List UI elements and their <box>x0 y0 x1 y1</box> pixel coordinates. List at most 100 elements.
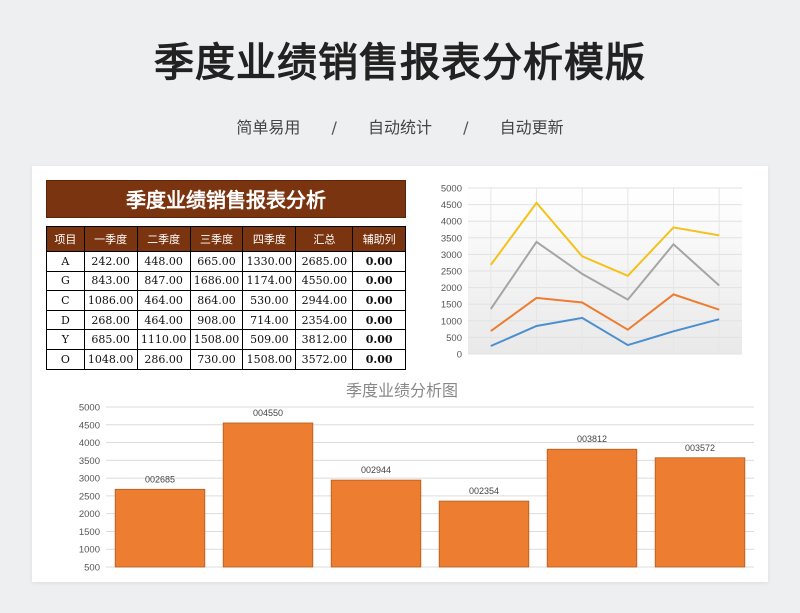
bar-data-label: 002944 <box>361 465 391 475</box>
y-tick-label: 1000 <box>441 316 462 327</box>
y-tick-label: 3000 <box>441 250 462 261</box>
table-cell: 464.00 <box>136 290 191 311</box>
page-title: 季度业绩销售报表分析模版 <box>154 40 646 86</box>
y-tick-label: 4000 <box>79 438 100 449</box>
feature-auto-stat: 自动统计 <box>367 118 432 137</box>
table-cell: 0.00 <box>352 251 406 272</box>
feature-auto-update: 自动更新 <box>499 118 564 137</box>
table-cell: 286.00 <box>136 348 191 370</box>
table-cell: 714.00 <box>242 309 297 331</box>
table-row: Y 685.00 1110.00 1508.00 509.00 3812.00 0.00 <box>46 329 406 350</box>
col-header: 二季度 <box>136 226 191 252</box>
y-tick-label: 500 <box>446 333 462 344</box>
table-cell: 665.00 <box>189 251 244 272</box>
series-line-2 <box>490 293 720 332</box>
table-cell: 4550.00 <box>295 270 354 292</box>
table-cell: 268.00 <box>83 309 138 331</box>
y-tick-label: 500 <box>84 563 100 574</box>
table-row: C 1086.00 464.00 864.00 530.00 2944.00 0.00 <box>46 290 406 311</box>
table-cell: 464.00 <box>136 309 191 331</box>
col-header: 三季度 <box>189 226 244 252</box>
separator: / <box>331 118 337 137</box>
table-cell: 2354.00 <box>295 309 354 331</box>
table-cell: 2685.00 <box>295 251 354 272</box>
col-header: 汇总 <box>295 226 354 252</box>
table-cell: 3572.00 <box>295 348 354 370</box>
y-tick-label: 4500 <box>79 420 100 431</box>
table-cell: O <box>46 348 85 370</box>
table-cell: 530.00 <box>242 290 297 311</box>
stacked-line-chart: 0 500 1000 1500 2000 2500 3000 3500 4000 4500 5000 <box>410 180 755 370</box>
bar-data-label: 003812 <box>577 434 607 444</box>
table-cell: 3812.00 <box>295 329 354 350</box>
table-cell: 908.00 <box>189 309 244 331</box>
y-tick-label: 5000 <box>441 184 462 195</box>
y-tick-label: 1000 <box>79 545 100 556</box>
table-cell: 847.00 <box>136 270 191 292</box>
table-cell: 2944.00 <box>295 290 354 311</box>
series-line-3 <box>489 240 720 310</box>
col-header: 一季度 <box>83 226 138 252</box>
table-cell: 1086.00 <box>83 290 138 311</box>
feature-easy: 简单易用 <box>236 118 301 137</box>
table-cell: 1048.00 <box>83 348 138 370</box>
bar-O <box>654 457 746 568</box>
table-cell: 0.00 <box>352 270 406 292</box>
col-header: 四季度 <box>242 226 297 252</box>
y-tick-label: 0 <box>457 350 462 361</box>
col-header: 辅助列 <box>352 226 406 252</box>
table-cell: 448.00 <box>136 251 191 272</box>
bar-data-label: 002354 <box>469 486 499 496</box>
bar-chart-title: 季度业绩分析图 <box>346 381 458 400</box>
y-tick-label: 3500 <box>79 456 100 467</box>
y-tick-label: 2500 <box>441 267 462 278</box>
table-title: 季度业绩销售报表分析 <box>46 180 406 218</box>
table-cell: C <box>46 290 85 311</box>
table-header-row: 项目 一季度 二季度 三季度 四季度 汇总 辅助列 <box>46 226 406 252</box>
table-cell: Y <box>46 329 85 350</box>
table-cell: 0.00 <box>352 309 406 331</box>
table-cell: 1174.00 <box>242 270 297 292</box>
bar-A <box>114 488 206 568</box>
y-tick-label: 2000 <box>441 283 462 294</box>
table-row: G 843.00 847.00 1686.00 1174.00 4550.00 0.00 <box>46 270 406 292</box>
line-chart-svg: 0 500 1000 1500 2000 2500 3000 3500 4000 4500 5000 <box>441 184 742 361</box>
y-tick-label: 3500 <box>441 233 462 244</box>
y-tick-label: 1500 <box>441 300 462 311</box>
table-cell: 1686.00 <box>189 270 244 292</box>
table-cell: 1330.00 <box>242 251 297 272</box>
bar-data-label: 003572 <box>685 443 715 453</box>
series-line-1 <box>490 316 720 347</box>
bar-data-label: 004550 <box>253 408 283 418</box>
y-tick-label: 4000 <box>441 217 462 228</box>
separator: / <box>463 118 469 137</box>
bar-chart: 季度业绩分析图 500 1000 1500 2000 2500 3000 3500 4000 45… <box>46 375 758 575</box>
bar-chart-svg: 季度业绩分析图 500 1000 1500 2000 2500 3000 3500 4000 45… <box>79 381 754 574</box>
bar-C <box>330 479 422 568</box>
y-tick-label: 3000 <box>79 474 100 485</box>
col-header: 项目 <box>46 226 85 252</box>
sales-table: 项目 一季度 二季度 三季度 四季度 汇总 辅助列 A 242.00 448.00 6… <box>46 226 406 370</box>
y-tick-label: 1500 <box>79 527 100 538</box>
table-cell: 685.00 <box>83 329 138 350</box>
table-cell: 1508.00 <box>189 329 244 350</box>
table-cell: 730.00 <box>189 348 244 370</box>
bar-Y <box>546 448 638 568</box>
table-cell: 0.00 <box>352 348 406 370</box>
table-cell: G <box>46 270 85 292</box>
y-tick-label: 4500 <box>441 200 462 211</box>
y-tick-label: 2500 <box>79 491 100 502</box>
series-line-4 <box>489 201 720 277</box>
y-tick-label: 5000 <box>79 403 100 414</box>
bar-G <box>222 422 314 568</box>
table-row: O 1048.00 286.00 730.00 1508.00 3572.00 0.00 <box>46 348 406 370</box>
table-cell: 843.00 <box>83 270 138 292</box>
table-cell: 509.00 <box>242 329 297 350</box>
table-row: D 268.00 464.00 908.00 714.00 2354.00 0.00 <box>46 309 406 331</box>
table-cell: 1110.00 <box>136 329 191 350</box>
table-cell: D <box>46 309 85 331</box>
bar-data-label: 002685 <box>145 474 175 484</box>
table-cell: 242.00 <box>83 251 138 272</box>
feature-row: 简单易用 / 自动统计 / 自动更新 <box>0 114 800 138</box>
table-cell: 1508.00 <box>242 348 297 370</box>
